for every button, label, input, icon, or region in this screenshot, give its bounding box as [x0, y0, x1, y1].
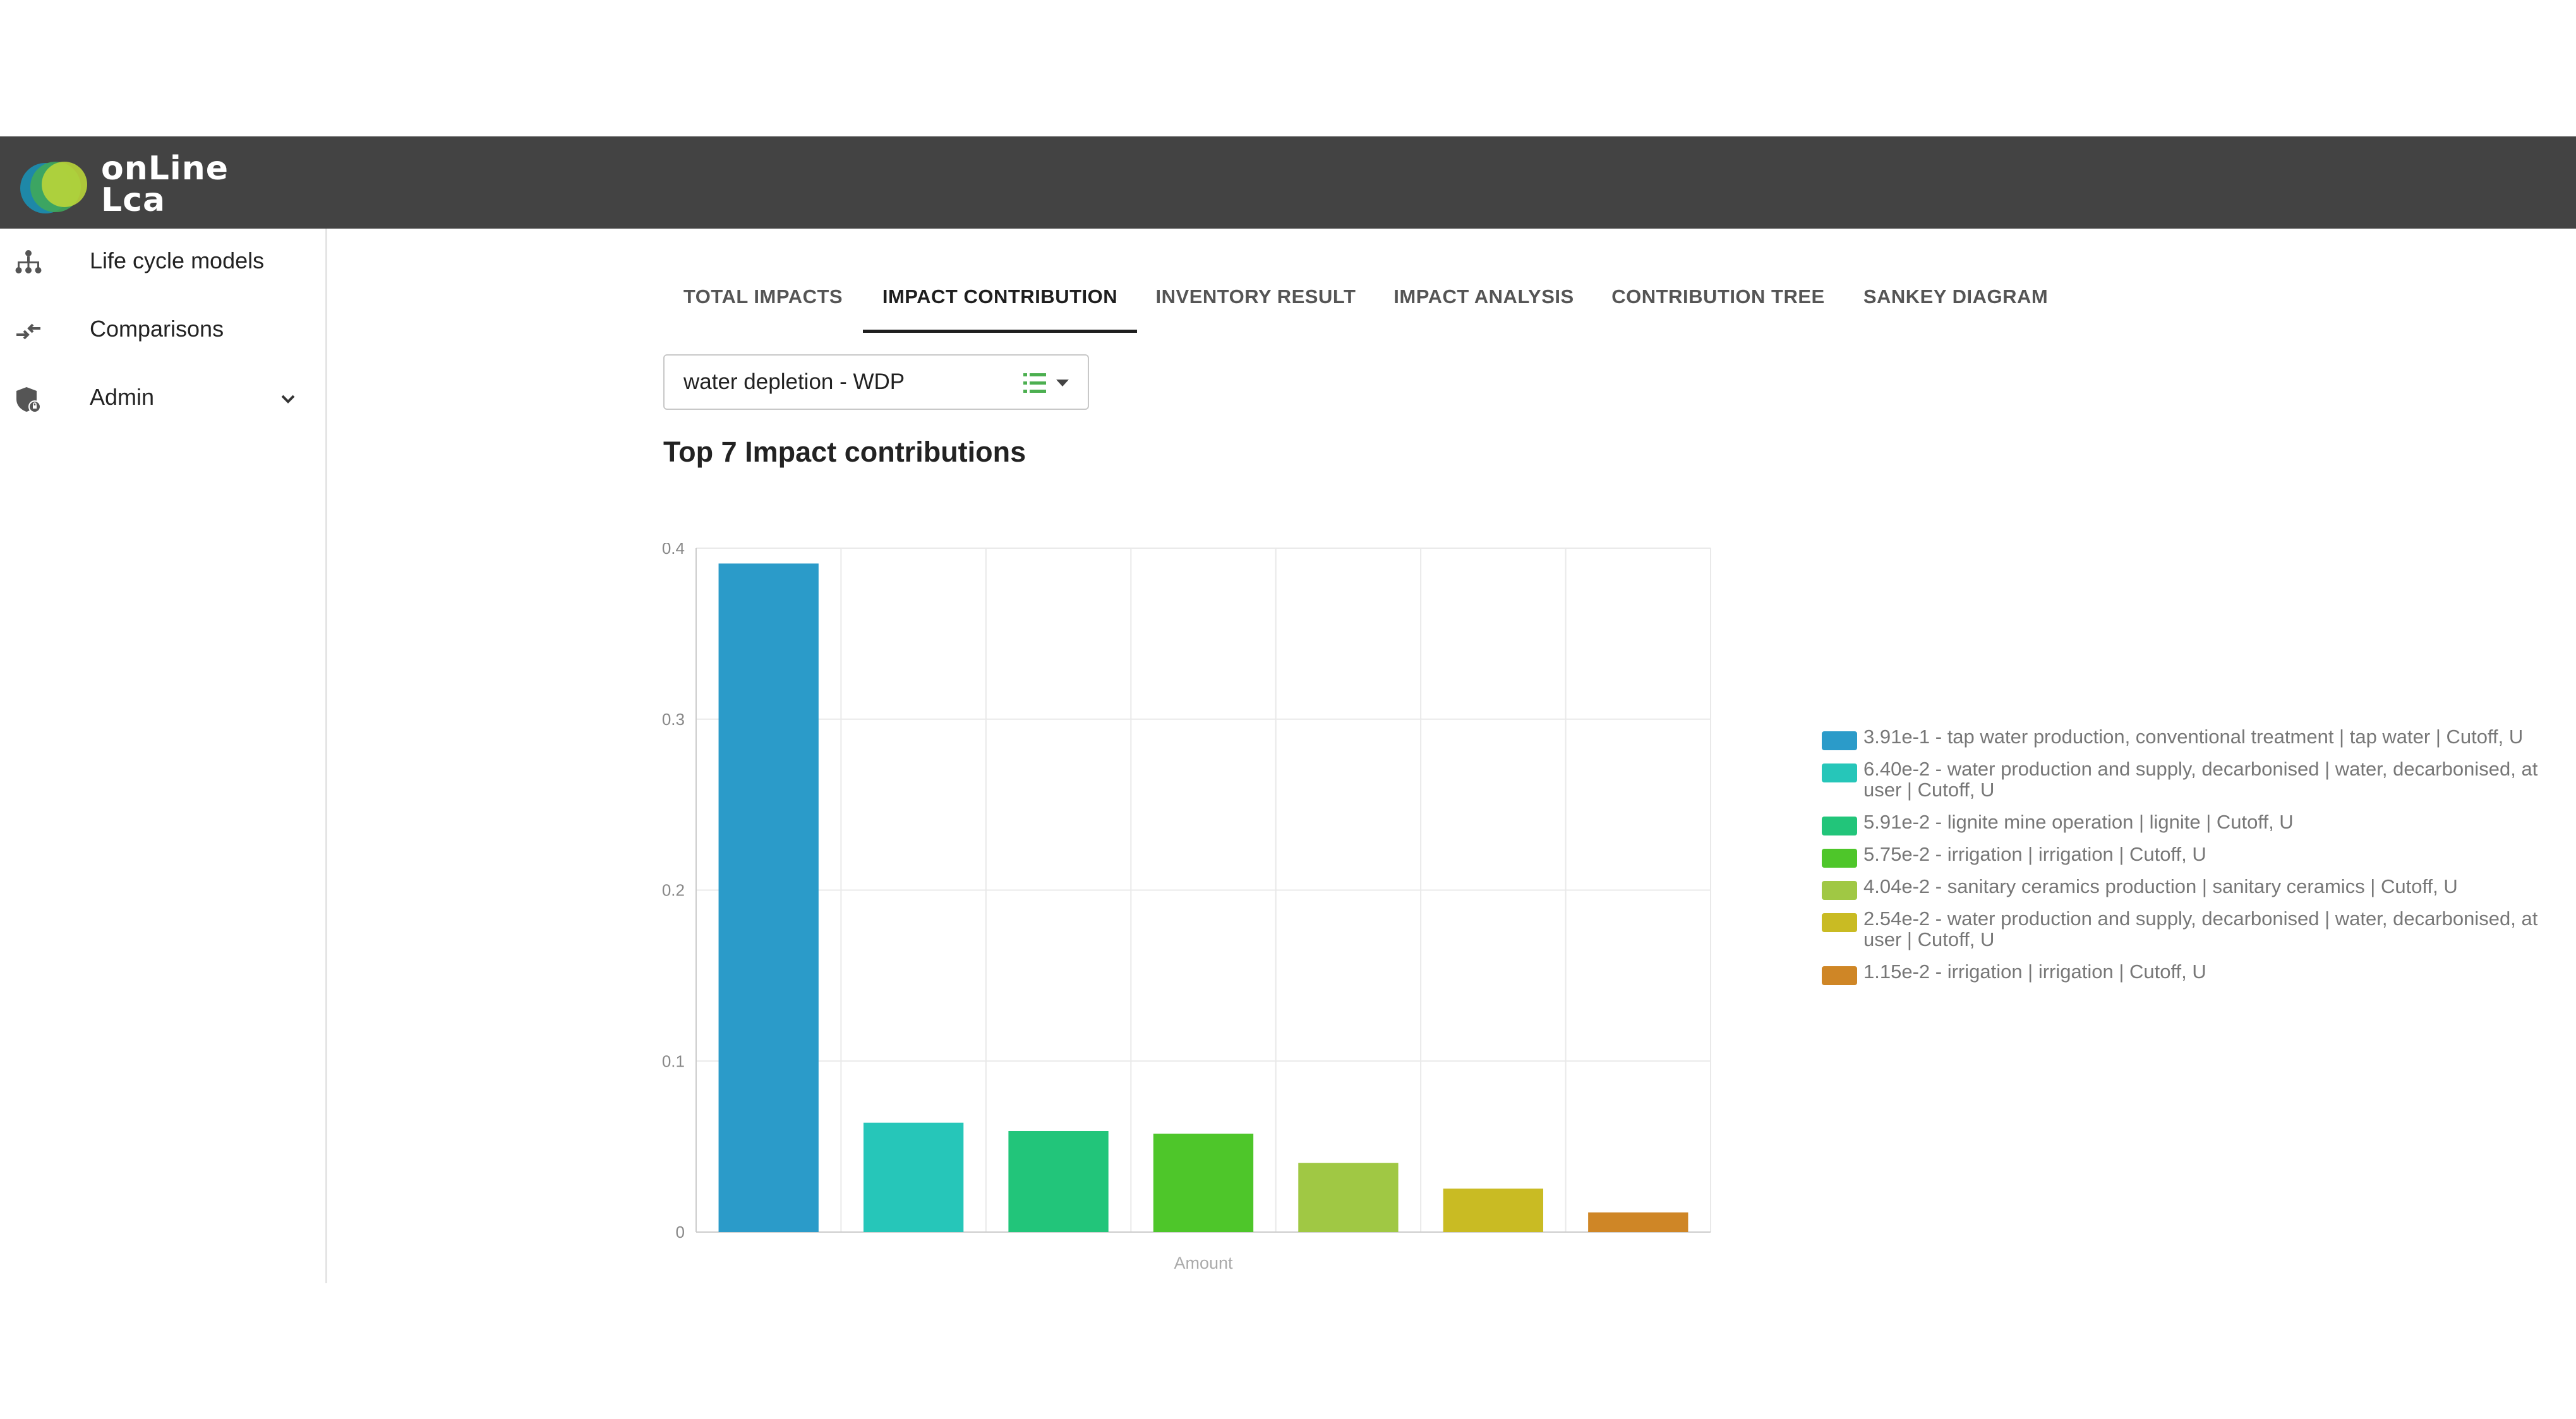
tab-contribution-tree[interactable]: CONTRIBUTION TREE: [1611, 285, 1825, 308]
logo-mark-icon: [20, 162, 87, 213]
legend-swatch: [1822, 763, 1857, 782]
legend-item[interactable]: 5.75e-2 - irrigation | irrigation | Cuto…: [1822, 843, 2567, 868]
sidebar-item-label: Admin: [90, 384, 155, 410]
logo-text: onLine Lca: [101, 150, 229, 219]
compare-arrows-icon: [16, 323, 40, 340]
sidebar-item-label: Comparisons: [90, 316, 224, 342]
logo-line-1: onLine: [101, 150, 229, 188]
bar-4: [1153, 1134, 1254, 1232]
app-header: onLine Lca: [0, 136, 2576, 229]
legend-label: 2.54e-2 - water production and supply, d…: [1863, 907, 2538, 950]
impact-contribution-bar-chart: 0 0.1 0.2 0.3 0.4 Amount: [662, 543, 1711, 1272]
bar-5: [1298, 1163, 1399, 1232]
sidebar-item-label: Life cycle models: [90, 248, 265, 273]
impact-category-value: water depletion - WDP: [683, 369, 905, 394]
legend-swatch: [1822, 849, 1857, 868]
legend-swatch: [1822, 731, 1857, 750]
y-tick-label: 0.1: [662, 1051, 685, 1070]
shield-lock-icon: [16, 387, 41, 413]
legend-label: 6.40e-2 - water production and supply, d…: [1863, 758, 2538, 801]
y-tick-label: 0.2: [662, 881, 685, 900]
bar-1: [718, 563, 819, 1233]
chart-legend: 3.91e-1 - tap water production, conventi…: [1822, 726, 2567, 993]
legend-item[interactable]: 6.40e-2 - water production and supply, d…: [1822, 758, 2567, 800]
sitemap-icon: [15, 250, 42, 273]
sidebar-item-admin[interactable]: Admin: [0, 366, 325, 429]
legend-label: 5.91e-2 - lignite mine operation | ligni…: [1863, 811, 2294, 833]
tab-impact-contribution[interactable]: IMPACT CONTRIBUTION: [863, 265, 1137, 333]
legend-label: 5.75e-2 - irrigation | irrigation | Cuto…: [1863, 843, 2206, 865]
legend-swatch: [1822, 913, 1857, 932]
legend-item[interactable]: 3.91e-1 - tap water production, conventi…: [1822, 726, 2567, 750]
sidebar-item-life-cycle-models[interactable]: Life cycle models: [0, 230, 325, 293]
tab-total-impacts[interactable]: TOTAL IMPACTS: [683, 285, 843, 308]
chevron-down-icon[interactable]: [278, 389, 298, 409]
y-tick-label: 0.4: [662, 543, 685, 558]
bar-2: [863, 1122, 964, 1232]
tab-impact-analysis[interactable]: IMPACT ANALYSIS: [1393, 285, 1574, 308]
legend-swatch: [1822, 817, 1857, 835]
bar-7: [1588, 1212, 1688, 1232]
legend-item[interactable]: 1.15e-2 - irrigation | irrigation | Cuto…: [1822, 961, 2567, 985]
legend-swatch: [1822, 881, 1857, 900]
x-axis-label: Amount: [1174, 1254, 1233, 1272]
y-tick-label: 0: [676, 1223, 685, 1242]
legend-label: 3.91e-1 - tap water production, conventi…: [1863, 726, 2524, 748]
list-dropdown-icon: [1023, 373, 1069, 393]
bar-6: [1443, 1188, 1544, 1232]
sidebar: Life cycle models Comparisons Admin: [0, 229, 327, 1283]
legend-item[interactable]: 5.91e-2 - lignite mine operation | ligni…: [1822, 811, 2567, 835]
legend-swatch: [1822, 966, 1857, 985]
logo-line-2: Lca: [101, 181, 166, 219]
tab-sankey-diagram[interactable]: SANKEY DIAGRAM: [1863, 285, 2049, 308]
app-logo[interactable]: onLine Lca: [20, 148, 235, 219]
legend-item[interactable]: 2.54e-2 - water production and supply, d…: [1822, 908, 2567, 950]
impact-category-select[interactable]: water depletion - WDP: [663, 354, 1089, 410]
legend-label: 4.04e-2 - sanitary ceramics production |…: [1863, 875, 2458, 897]
legend-item[interactable]: 4.04e-2 - sanitary ceramics production |…: [1822, 875, 2567, 900]
tab-inventory-result[interactable]: INVENTORY RESULT: [1155, 285, 1356, 308]
chart-title: Top 7 Impact contributions: [663, 436, 1026, 468]
y-tick-label: 0.3: [662, 710, 685, 729]
bar-3: [1008, 1130, 1109, 1232]
sidebar-item-comparisons[interactable]: Comparisons: [0, 298, 325, 361]
legend-label: 1.15e-2 - irrigation | irrigation | Cuto…: [1863, 961, 2206, 983]
